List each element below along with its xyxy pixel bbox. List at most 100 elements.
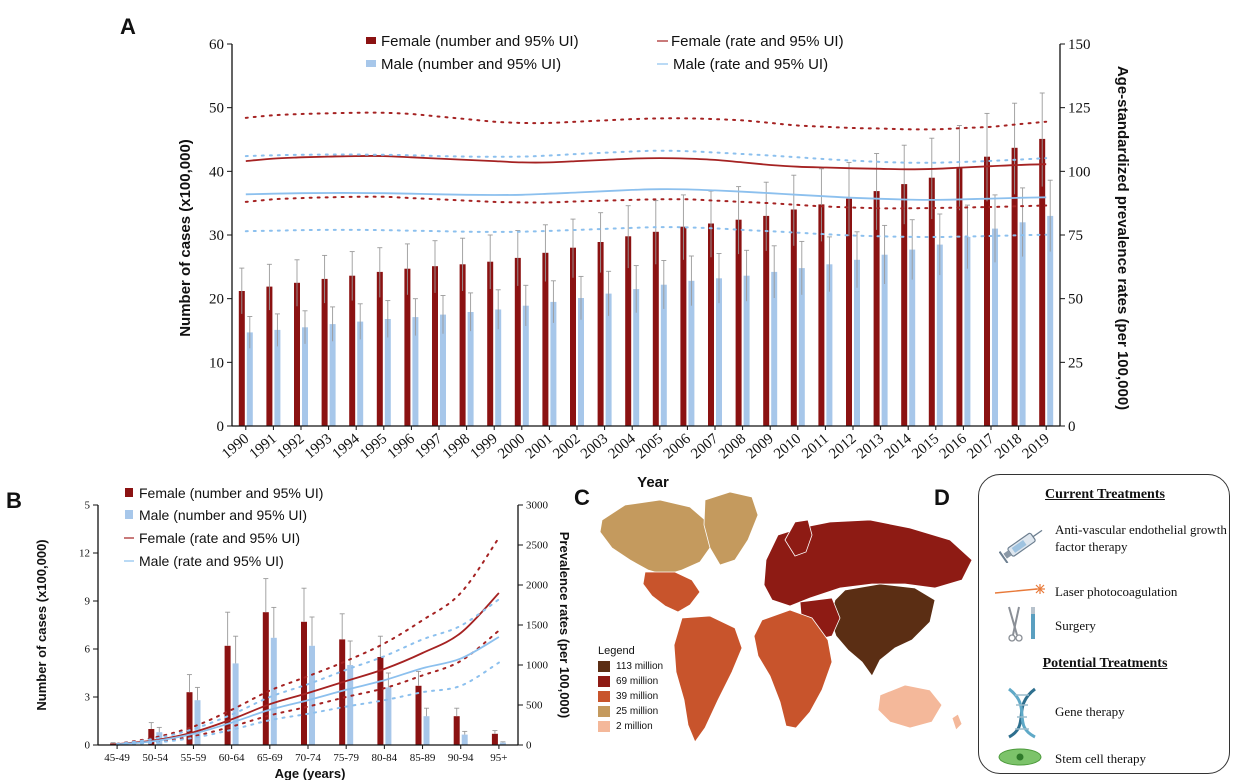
y-tick-label-right: 25: [1068, 355, 1083, 371]
x-tick-label: 2011: [799, 431, 832, 462]
male-bar: [881, 254, 888, 426]
male-bar: [633, 289, 640, 426]
y-tick-label-left: 0: [217, 419, 225, 435]
map-legend-title: Legend: [598, 645, 635, 657]
male-bar: [826, 264, 833, 426]
male-bar: [385, 687, 392, 745]
female-bar: [262, 612, 269, 745]
x-tick-label: 1994: [330, 430, 364, 462]
male-bar: [1047, 215, 1054, 426]
legend-swatch-female-number: [366, 37, 376, 44]
y-tick-label-right: 125: [1068, 101, 1091, 117]
map-legend-label: 69 million: [616, 676, 659, 687]
female-rate-lower-ui: [116, 629, 500, 746]
female-rate-upper-ui: [244, 111, 1048, 131]
x-tick-label: 2004: [606, 430, 640, 462]
male-bar: [550, 301, 557, 426]
map-legend-item: 2 million: [598, 719, 663, 734]
map-legend-item: 69 million: [598, 674, 663, 689]
male-bar: [309, 645, 315, 745]
female-bar: [238, 291, 245, 426]
y-tick-label-left: 3: [85, 692, 91, 704]
female-bar: [432, 266, 438, 426]
x-tick-label: 70-74: [295, 752, 321, 764]
map-region-greenland: [703, 491, 759, 566]
y-tick-label-right: 3000: [526, 500, 549, 512]
chart-b-marks: [110, 536, 506, 746]
legend-label: Female (number and 95% UI): [381, 33, 579, 50]
female-bar: [570, 247, 576, 426]
chart-a-y2label: Age-standardized prevalence rates (per 1…: [1114, 66, 1131, 410]
male-bar: [578, 298, 584, 426]
legend-label: Male (number and 95% UI): [139, 507, 307, 523]
treatment-surgery: Surgery: [1055, 618, 1096, 633]
male-bar: [302, 327, 308, 426]
female-bar: [376, 271, 383, 426]
female-bar: [491, 733, 498, 745]
female-bar: [956, 166, 963, 426]
laser-icon: [994, 584, 1045, 594]
treatment-anti-vegf: Anti-vascular endothelial growth factor …: [1055, 522, 1227, 554]
potential-treatments-title: Potential Treatments: [1042, 656, 1168, 671]
x-tick-label: 1992: [274, 431, 307, 463]
chart-a-legend: Female (number and 95% UI) Female (rate …: [366, 33, 844, 73]
y-tick-label-right: 75: [1068, 228, 1083, 244]
female-bar: [339, 639, 346, 745]
map-legend-item: 39 million: [598, 689, 663, 704]
female-bar: [301, 621, 307, 745]
female-bar: [186, 692, 193, 745]
female-rate-lower-ui: [244, 195, 1048, 210]
male-bar: [771, 271, 778, 426]
male-bar: [964, 236, 971, 426]
male-bar: [440, 314, 446, 426]
female-bar: [542, 252, 549, 426]
male-bar: [194, 700, 201, 745]
male-bar: [798, 268, 805, 426]
x-tick-label: 2003: [578, 431, 611, 463]
male-bar: [270, 637, 277, 745]
x-tick-label: 2002: [550, 431, 583, 463]
treatments-panel: Current Treatments Anti-vascular endothe…: [978, 474, 1230, 774]
map-region-africa: [753, 609, 833, 729]
map-region-north-america: [599, 499, 713, 576]
x-tick-label: 2019: [1020, 431, 1053, 463]
legend-swatch-male-number: [366, 60, 376, 67]
chart-b-xlabel: Age (years): [275, 766, 346, 780]
female-bar: [1039, 138, 1046, 426]
y-tick-label-right: 0: [526, 740, 532, 752]
treatment-laser: Laser photocoagulation: [1055, 584, 1178, 599]
female-bar: [294, 282, 300, 427]
male-bar: [495, 309, 502, 426]
current-treatments-title: Current Treatments: [1045, 487, 1165, 502]
male-rate-lower-ui: [244, 226, 1048, 239]
male-bar: [909, 249, 916, 426]
legend-label: Female (rate and 95% UI): [139, 530, 300, 546]
world-map: [599, 491, 973, 743]
map-legend-swatch: [598, 691, 610, 702]
dna-icon: [1008, 687, 1036, 739]
y-tick-label-left: 10: [209, 355, 224, 371]
x-tick-label: 1997: [412, 430, 446, 462]
x-tick-label: 2018: [992, 431, 1025, 463]
male-bar: [461, 734, 468, 745]
female-bar: [1011, 147, 1018, 427]
legend-swatch-female-number: [125, 488, 133, 497]
female-bar: [148, 729, 155, 745]
x-tick-label: 75-79: [333, 752, 359, 764]
x-tick-label: 50-54: [142, 752, 168, 764]
male-bar: [854, 259, 860, 426]
chart-a-xlabel: Year: [637, 474, 669, 491]
chart-b: 0 3 6 9 12 5 0 500 1000 1500 2000 2500 3000 45-49 50-5…: [34, 485, 572, 780]
map-legend-label: 25 million: [616, 706, 659, 717]
y-tick-label-right: 1500: [526, 620, 549, 632]
map-region-scandinavia: [784, 519, 813, 557]
y-tick-label-right: 0: [1068, 419, 1076, 435]
treatment-stem-cell: Stem cell therapy: [1055, 751, 1146, 766]
female-bar: [928, 177, 935, 426]
male-bar: [412, 317, 419, 426]
x-tick-label: 1998: [440, 431, 473, 463]
map-region-south-america: [673, 615, 743, 743]
female-rate-line: [245, 155, 1047, 171]
x-tick-label: 2001: [523, 431, 556, 463]
panel-letter-d: D: [934, 485, 950, 510]
